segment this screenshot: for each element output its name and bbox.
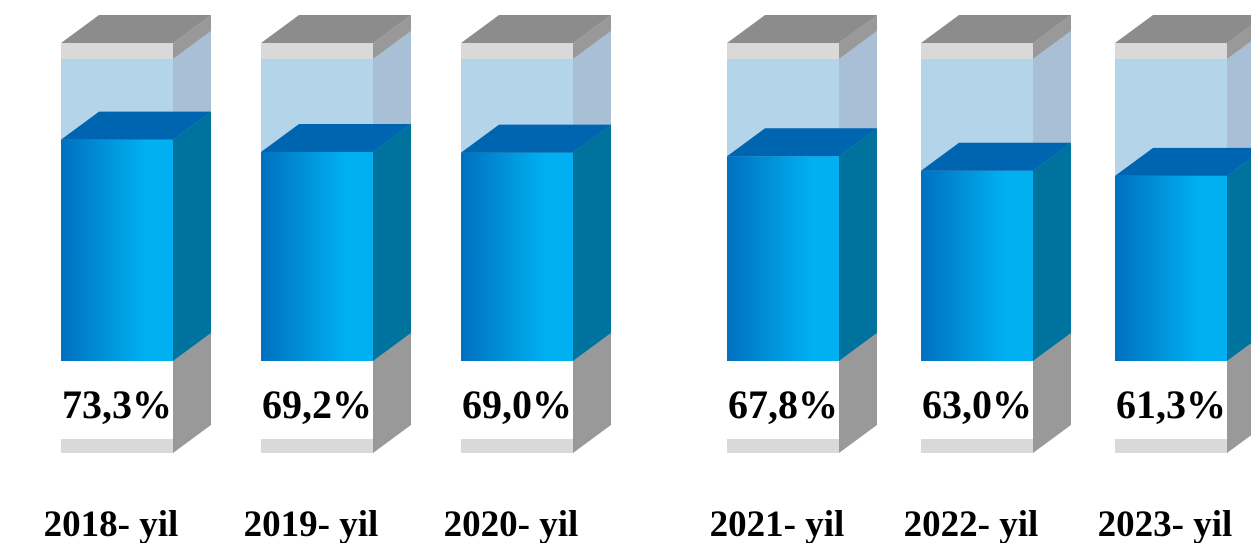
bar-cap-front — [1115, 43, 1227, 59]
bar-4 — [921, 15, 1071, 453]
bar-cap-top — [61, 15, 211, 43]
bar-fill-front — [921, 170, 1033, 361]
category-label: 2021- yil — [710, 504, 845, 543]
bar-base-strip — [921, 439, 1033, 453]
bar-base-strip — [61, 439, 173, 453]
bar-fill-side — [573, 124, 611, 362]
bar-fill-side — [839, 128, 877, 361]
bar-cap-front — [921, 43, 1033, 59]
bar-cap-side — [1227, 25, 1251, 59]
bar-cap-front — [61, 43, 173, 59]
bar-cap-top — [461, 15, 611, 43]
value-label: 69,0% — [462, 382, 572, 427]
bar-base-side — [573, 333, 611, 453]
bar-cap-top — [727, 15, 877, 43]
bar-base-strip — [261, 439, 373, 453]
bar-base-side — [839, 333, 877, 453]
bar-fill-side — [373, 124, 411, 362]
bar-fill-side — [173, 111, 211, 361]
value-label: 63,0% — [922, 382, 1032, 427]
bar-fill-top — [261, 124, 411, 153]
bar-3 — [727, 15, 877, 453]
bar-cap-front — [727, 43, 839, 59]
bar-fill-top — [921, 142, 1071, 171]
bar-cap-side — [173, 15, 211, 59]
bar-1 — [261, 15, 411, 453]
bar-fill-front — [727, 156, 839, 361]
bar-fill-top — [1115, 147, 1251, 176]
bar-cap-front — [261, 43, 373, 59]
category-label: 2020- yil — [444, 504, 579, 543]
category-label: 2019- yil — [244, 504, 379, 543]
bar-base-front — [261, 361, 373, 453]
bar-base-front — [921, 361, 1033, 453]
bar-cap-side — [373, 15, 411, 59]
bar-cap-top — [261, 15, 411, 43]
bar-cap-side — [1033, 15, 1071, 59]
bar-fill-front — [261, 152, 373, 361]
bar-base-side — [173, 333, 211, 453]
bar-fill-front — [61, 139, 173, 361]
bar-cap-front — [461, 43, 573, 59]
bar-fill-side — [1033, 142, 1071, 361]
bar-2 — [461, 15, 611, 453]
category-label: 2023- yil — [1098, 504, 1233, 543]
value-label: 69,2% — [262, 382, 372, 427]
bar-fill-front — [1115, 175, 1227, 361]
bar-0 — [61, 15, 211, 453]
bar-cap-side — [839, 15, 877, 59]
labels-group: 73,3% 2018- yil 69,2% 2019- yil 69,0% 2020- y… — [44, 382, 1233, 543]
bar-base-strip — [727, 439, 839, 453]
bar-base-side — [373, 333, 411, 453]
category-label: 2022- yil — [904, 504, 1039, 543]
bar-base-front — [61, 361, 173, 453]
bar-base-front — [727, 361, 839, 453]
bar-fill-top — [61, 111, 211, 140]
bar-base-front — [1115, 361, 1227, 453]
category-label: 2018- yil — [44, 504, 179, 543]
bar-base-strip — [1115, 439, 1227, 453]
bar-cap-top — [921, 15, 1071, 43]
bar-5 — [1115, 15, 1251, 453]
bar-base-strip — [461, 439, 573, 453]
bar-fill-top — [727, 128, 877, 157]
bar-base-front — [461, 361, 573, 453]
value-label: 61,3% — [1116, 382, 1226, 427]
bar-cap-side — [573, 15, 611, 59]
bar-base-side — [1227, 343, 1251, 453]
bar-fill-front — [461, 152, 573, 361]
bar-cap-top — [1115, 15, 1251, 43]
value-label: 73,3% — [62, 382, 172, 427]
value-label: 67,8% — [728, 382, 838, 427]
bar-fill-side — [1227, 158, 1251, 361]
bar-base-side — [1033, 333, 1071, 453]
bars-group — [61, 15, 1251, 453]
bar-fill-top — [461, 124, 611, 153]
